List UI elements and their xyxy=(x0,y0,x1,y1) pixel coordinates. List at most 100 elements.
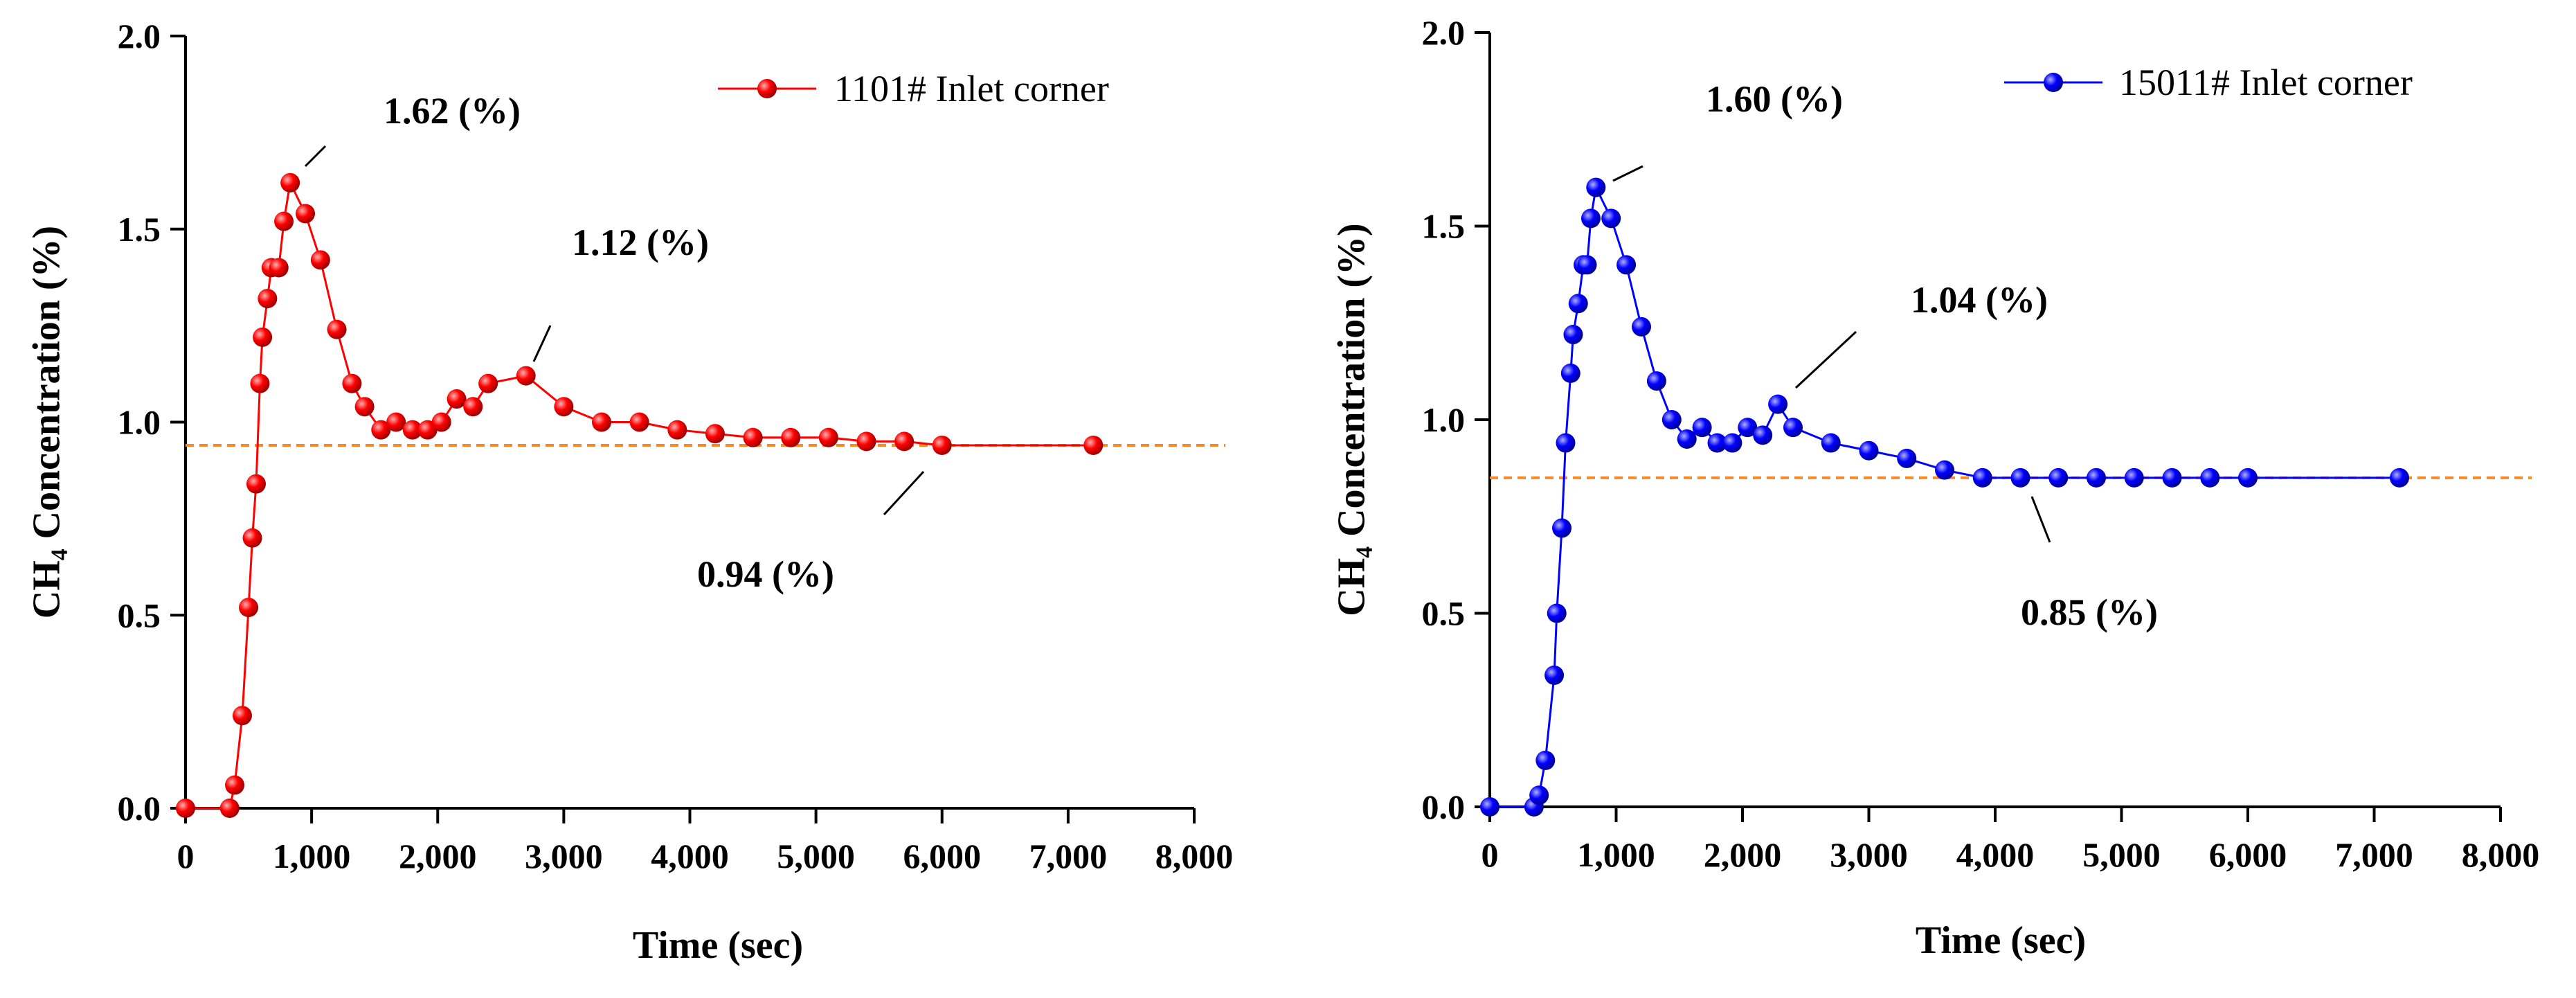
y-tick-label: 1.0 xyxy=(1422,400,1466,439)
data-point xyxy=(2087,467,2106,488)
annotation-leader xyxy=(532,325,552,362)
annotation-leader xyxy=(883,470,925,516)
x-axis-title: Time (sec) xyxy=(1916,919,2086,962)
data-point xyxy=(1753,425,1773,445)
y-tick-label: 0.5 xyxy=(118,596,161,634)
data-point xyxy=(667,420,687,440)
y-tick-label: 1.5 xyxy=(118,210,161,249)
data-point xyxy=(447,389,467,409)
legend-marker xyxy=(757,79,777,98)
x-tick-label: 5,000 xyxy=(777,837,855,875)
data-point xyxy=(1547,603,1567,623)
data-point xyxy=(239,598,259,618)
data-point xyxy=(463,397,483,417)
data-point xyxy=(1677,429,1697,449)
x-tick-label: 3,000 xyxy=(1830,835,1908,874)
x-tick-label: 4,000 xyxy=(651,837,729,875)
data-point xyxy=(1897,448,1917,468)
data-point xyxy=(431,412,451,432)
y-axis-title: CH₄ Concentration (%) xyxy=(26,226,69,618)
data-point xyxy=(1568,294,1588,314)
data-point xyxy=(1859,440,1879,461)
data-point xyxy=(2238,467,2258,488)
x-tick-label: 7,000 xyxy=(1029,837,1108,875)
data-point xyxy=(2124,467,2144,488)
data-point xyxy=(2162,467,2182,488)
data-point xyxy=(1768,394,1788,414)
x-tick-label: 7,000 xyxy=(2335,835,2413,874)
data-point xyxy=(1783,418,1803,438)
data-point xyxy=(342,373,362,393)
data-point xyxy=(2010,467,2030,488)
data-point xyxy=(253,327,273,347)
data-point xyxy=(274,211,294,231)
data-point xyxy=(1972,467,1992,488)
legend-marker xyxy=(2044,73,2063,92)
data-point xyxy=(242,528,262,548)
x-tick-label: 2,000 xyxy=(399,837,477,875)
data-point xyxy=(2390,467,2409,488)
data-point xyxy=(1563,325,1583,345)
x-tick-label: 8,000 xyxy=(1155,837,1234,875)
annotation-leader xyxy=(304,145,327,168)
data-point xyxy=(1722,433,1742,453)
data-point xyxy=(386,412,406,432)
data-point xyxy=(592,412,612,432)
x-tick-label: 0 xyxy=(1481,835,1499,874)
data-point xyxy=(856,431,876,452)
x-tick-label: 1,000 xyxy=(1577,835,1655,874)
data-point xyxy=(478,373,498,393)
annotation-leader xyxy=(2030,496,2051,543)
data-point xyxy=(1556,433,1576,453)
data-point xyxy=(1581,208,1601,229)
data-point xyxy=(818,427,838,447)
data-point xyxy=(894,431,915,452)
data-point xyxy=(743,427,763,447)
data-point xyxy=(269,258,289,278)
y-axis-title: CH₄ Concentration (%) xyxy=(1331,223,1373,616)
data-point xyxy=(246,474,266,494)
data-point xyxy=(1616,255,1637,275)
annotation: 1.62 (%) xyxy=(384,90,521,132)
data-point xyxy=(219,799,240,818)
y-tick-label: 1.5 xyxy=(1422,207,1466,246)
data-point xyxy=(1661,410,1682,429)
data-point xyxy=(1707,433,1727,453)
annotation-leader xyxy=(1794,330,1857,389)
data-point xyxy=(296,204,316,224)
data-point xyxy=(232,706,252,726)
data-point xyxy=(1935,460,1954,480)
data-point xyxy=(1083,435,1104,455)
annotation: 0.94 (%) xyxy=(697,553,834,595)
data-point xyxy=(705,424,725,444)
y-tick-label: 0.5 xyxy=(1422,594,1466,633)
y-tick-label: 0.0 xyxy=(1422,787,1466,826)
data-point xyxy=(1480,797,1499,817)
x-tick-label: 8,000 xyxy=(2462,835,2540,874)
annotation: 1.12 (%) xyxy=(572,222,709,263)
data-point xyxy=(1601,208,1621,229)
x-tick-label: 0 xyxy=(177,837,195,875)
x-tick-label: 3,000 xyxy=(525,837,603,875)
data-point xyxy=(1560,363,1580,383)
data-point xyxy=(402,420,422,440)
data-point xyxy=(2200,467,2220,488)
data-point xyxy=(781,427,801,447)
data-point xyxy=(554,397,574,417)
annotation: 1.60 (%) xyxy=(1706,78,1843,120)
data-point xyxy=(516,366,536,386)
data-point xyxy=(1646,371,1666,391)
data-point xyxy=(2048,467,2069,488)
data-point xyxy=(1529,785,1549,805)
data-point xyxy=(1692,418,1712,438)
data-point xyxy=(327,319,347,339)
data-point xyxy=(1577,255,1597,275)
legend-label: 15011# Inlet corner xyxy=(2119,62,2413,103)
data-point xyxy=(1552,518,1572,538)
annotation: 1.04 (%) xyxy=(1911,279,2048,321)
x-tick-label: 6,000 xyxy=(903,837,982,875)
y-tick-label: 2.0 xyxy=(1422,13,1466,52)
x-axis-title: Time (sec) xyxy=(633,924,803,967)
x-tick-label: 1,000 xyxy=(273,837,351,875)
